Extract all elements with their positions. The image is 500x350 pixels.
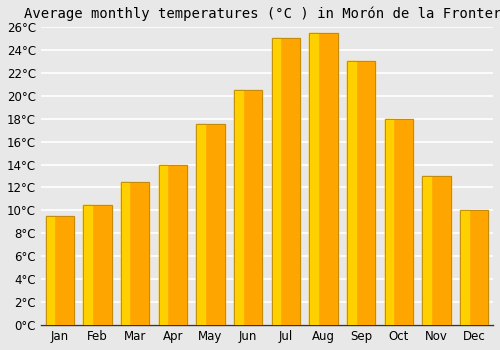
Bar bbox=[234, 90, 242, 325]
Bar bbox=[272, 38, 300, 325]
Title: Average monthly temperatures (°C ) in Morón de la Frontera: Average monthly temperatures (°C ) in Mo… bbox=[24, 7, 500, 21]
Bar bbox=[272, 38, 280, 325]
Bar bbox=[422, 176, 450, 325]
Bar bbox=[121, 182, 130, 325]
Bar bbox=[158, 164, 187, 325]
Bar bbox=[158, 164, 187, 325]
Bar bbox=[46, 216, 54, 325]
Bar bbox=[460, 210, 488, 325]
Bar bbox=[422, 176, 450, 325]
Bar bbox=[46, 216, 74, 325]
Bar bbox=[196, 124, 224, 325]
Bar bbox=[196, 124, 205, 325]
Bar bbox=[84, 205, 112, 325]
Bar bbox=[460, 210, 488, 325]
Bar bbox=[347, 61, 376, 325]
Bar bbox=[234, 90, 262, 325]
Bar bbox=[158, 164, 167, 325]
Bar bbox=[310, 33, 318, 325]
Bar bbox=[121, 182, 150, 325]
Bar bbox=[84, 205, 92, 325]
Bar bbox=[234, 90, 262, 325]
Bar bbox=[196, 124, 224, 325]
Bar bbox=[310, 33, 338, 325]
Bar bbox=[121, 182, 150, 325]
Bar bbox=[384, 119, 413, 325]
Bar bbox=[460, 210, 468, 325]
Bar bbox=[384, 119, 393, 325]
Bar bbox=[310, 33, 338, 325]
Bar bbox=[384, 119, 413, 325]
Bar bbox=[347, 61, 376, 325]
Bar bbox=[84, 205, 112, 325]
Bar bbox=[422, 176, 431, 325]
Bar bbox=[46, 216, 74, 325]
Bar bbox=[272, 38, 300, 325]
Bar bbox=[347, 61, 356, 325]
